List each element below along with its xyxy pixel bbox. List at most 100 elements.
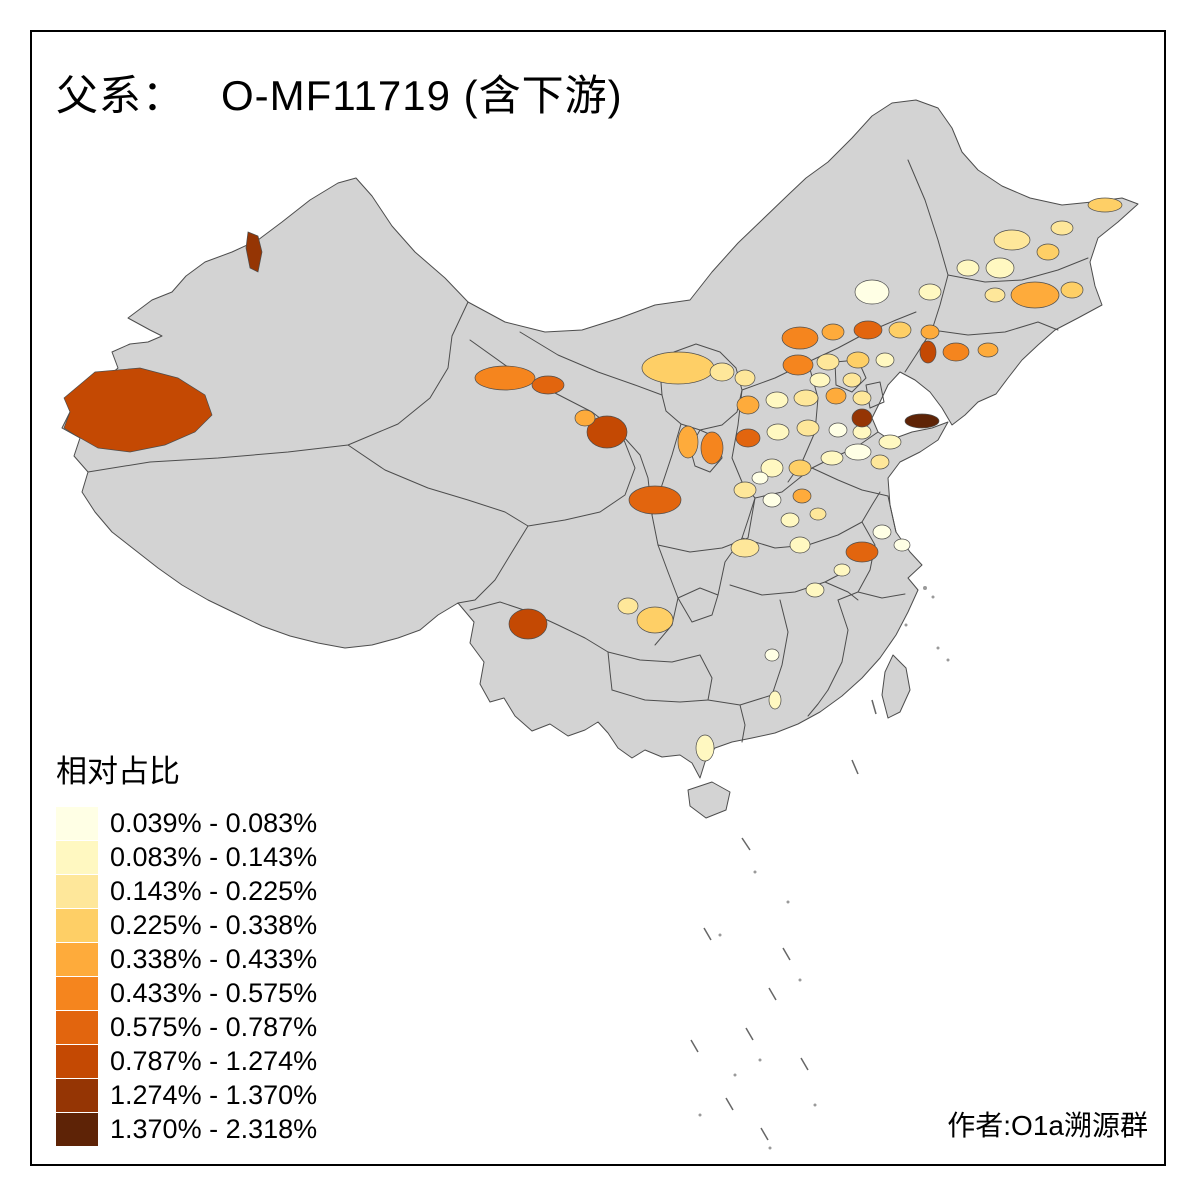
map-region bbox=[760, 458, 784, 478]
map-region bbox=[816, 353, 840, 371]
map-region bbox=[1010, 281, 1060, 309]
map-region bbox=[586, 415, 628, 449]
map-region bbox=[1087, 197, 1123, 213]
sea-dash-line bbox=[690, 699, 877, 1141]
legend-row: 0.787% - 1.274% bbox=[56, 1045, 317, 1078]
map-region bbox=[781, 326, 819, 350]
map-region bbox=[628, 485, 682, 515]
map-region bbox=[695, 734, 715, 762]
map-region bbox=[853, 320, 883, 340]
map-region bbox=[1050, 220, 1074, 236]
map-region bbox=[63, 367, 213, 453]
legend-swatch bbox=[56, 807, 98, 840]
legend-label: 0.225% - 0.338% bbox=[110, 910, 318, 940]
map-region bbox=[809, 507, 827, 521]
legend-row: 1.370% - 2.318% bbox=[56, 1113, 317, 1146]
legend-swatch bbox=[56, 841, 98, 874]
map-region bbox=[245, 231, 263, 273]
map-region bbox=[736, 395, 760, 415]
attribution-text: 作者:O1a溯源群 bbox=[947, 1110, 1148, 1141]
map-region bbox=[793, 389, 819, 407]
map-region bbox=[636, 606, 674, 634]
title-haplogroup: O-MF11719 (含下游) bbox=[221, 72, 623, 119]
legend-title: 相对占比 bbox=[56, 754, 180, 789]
map-region bbox=[893, 538, 911, 552]
legend-label: 0.083% - 0.143% bbox=[110, 842, 318, 872]
map-region bbox=[796, 419, 820, 437]
legend-label: 0.787% - 1.274% bbox=[110, 1046, 318, 1076]
map-region bbox=[828, 422, 848, 438]
prefecture-regions bbox=[63, 197, 1123, 762]
legend-label: 0.338% - 0.433% bbox=[110, 944, 318, 974]
map-region bbox=[768, 690, 782, 710]
legend-label: 1.370% - 2.318% bbox=[110, 1114, 318, 1144]
map-region bbox=[820, 450, 844, 466]
legend-row: 1.274% - 1.370% bbox=[56, 1079, 317, 1112]
map-region bbox=[984, 287, 1006, 303]
map-region bbox=[845, 541, 879, 563]
map-region bbox=[792, 488, 812, 504]
map-region bbox=[762, 492, 782, 508]
legend-swatch bbox=[56, 1045, 98, 1078]
hainan-island bbox=[687, 781, 731, 819]
map-region bbox=[809, 372, 831, 388]
legend-swatch bbox=[56, 1011, 98, 1044]
map-region bbox=[821, 323, 845, 341]
map-region bbox=[764, 648, 780, 662]
legend-swatch bbox=[56, 977, 98, 1010]
map-region bbox=[766, 423, 790, 441]
plot-frame bbox=[30, 30, 1166, 1166]
map-region bbox=[985, 257, 1015, 279]
map-region bbox=[574, 409, 596, 427]
legend-row: 0.225% - 0.338% bbox=[56, 909, 317, 942]
map-region bbox=[852, 390, 872, 406]
map-region bbox=[851, 408, 873, 428]
map-region bbox=[677, 425, 699, 459]
legend-row: 0.433% - 0.575% bbox=[56, 977, 317, 1010]
map-region bbox=[805, 582, 825, 598]
map-region bbox=[782, 354, 814, 376]
map-region bbox=[942, 342, 970, 362]
legend-label: 0.039% - 0.083% bbox=[110, 808, 318, 838]
map-region bbox=[870, 454, 890, 470]
legend-row: 0.338% - 0.433% bbox=[56, 943, 317, 976]
map-region bbox=[1060, 281, 1084, 299]
map-region bbox=[474, 365, 536, 391]
map-region bbox=[844, 443, 872, 461]
legend-swatch bbox=[56, 1079, 98, 1112]
map-region bbox=[875, 352, 895, 368]
legend-label: 0.143% - 0.225% bbox=[110, 876, 318, 906]
legend-label: 1.274% - 1.370% bbox=[110, 1080, 318, 1110]
map-region bbox=[854, 279, 890, 305]
legend-label: 0.433% - 0.575% bbox=[110, 978, 318, 1008]
map-region bbox=[842, 372, 862, 388]
map-region bbox=[700, 431, 724, 465]
taiwan-island bbox=[881, 654, 911, 719]
map-region bbox=[833, 563, 851, 577]
small-islands bbox=[698, 586, 950, 1150]
map-region bbox=[993, 229, 1031, 251]
map-region bbox=[617, 597, 639, 615]
map-region bbox=[709, 362, 735, 382]
legend-row: 0.083% - 0.143% bbox=[56, 841, 317, 874]
map-region bbox=[825, 387, 847, 405]
map-region bbox=[765, 391, 789, 409]
map-region bbox=[977, 342, 999, 358]
page-title: 父系： O-MF11719 (含下游) bbox=[56, 62, 623, 123]
map-region bbox=[918, 283, 942, 301]
map-region bbox=[508, 608, 548, 640]
map-region bbox=[733, 481, 757, 499]
map-region bbox=[872, 524, 892, 540]
legend-swatch bbox=[56, 1113, 98, 1146]
legend-row: 0.039% - 0.083% bbox=[56, 807, 317, 840]
map-region bbox=[956, 259, 980, 277]
map-region bbox=[1036, 243, 1060, 261]
title-prefix: 父系： bbox=[56, 72, 186, 119]
legend-label: 0.575% - 0.787% bbox=[110, 1012, 318, 1042]
map-region bbox=[735, 428, 761, 448]
map-region bbox=[780, 512, 800, 528]
map-region bbox=[888, 321, 912, 339]
legend-swatch bbox=[56, 875, 98, 908]
